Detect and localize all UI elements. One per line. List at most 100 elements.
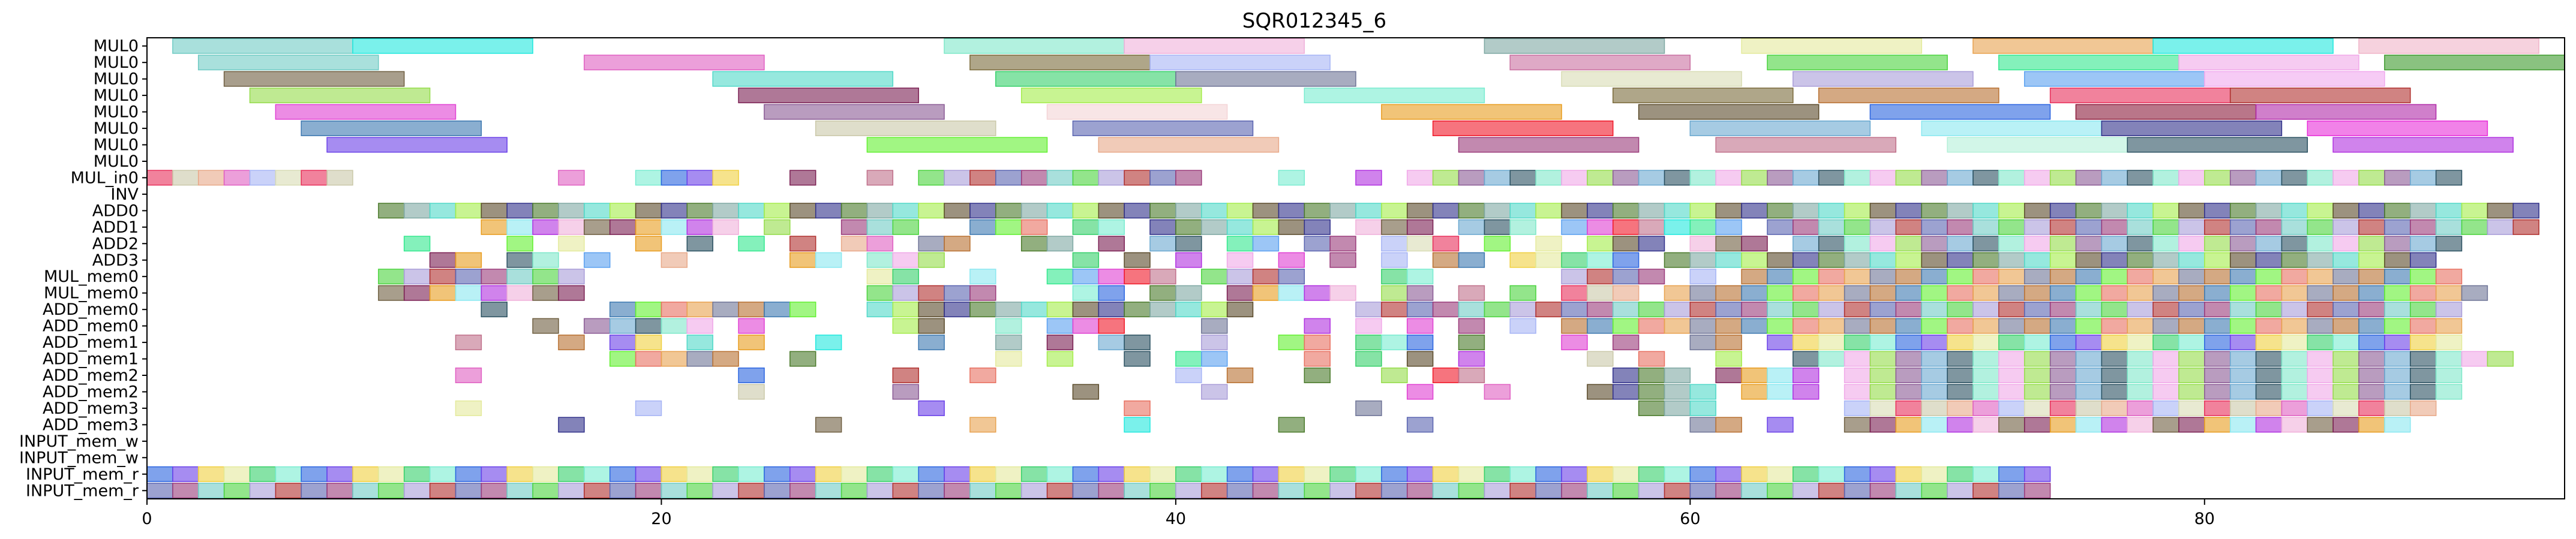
- task-block: [2332, 384, 2359, 400]
- row-label: ADD_mem2: [43, 383, 139, 402]
- task-block: [2127, 318, 2154, 334]
- task-block: [1689, 400, 1716, 416]
- gantt-bar-17: [2384, 55, 2565, 71]
- task-block: [712, 170, 739, 186]
- task-block: [1458, 219, 1485, 235]
- chart-bars: [146, 38, 2565, 499]
- task-block: [789, 252, 816, 268]
- task-block: [660, 302, 688, 318]
- task-block: [1689, 236, 1716, 252]
- task-block: [918, 318, 945, 334]
- task-block: [892, 384, 919, 400]
- task-block: [1947, 466, 1974, 482]
- task-block: [1124, 483, 1151, 499]
- task-block: [1535, 302, 1562, 318]
- task-block: [1869, 170, 1897, 186]
- task-block: [686, 219, 713, 235]
- task-block: [1689, 269, 1716, 285]
- task-block: [1149, 466, 1176, 482]
- task-block: [1638, 400, 1665, 416]
- task-block: [2023, 219, 2051, 235]
- task-block: [1895, 269, 1922, 285]
- task-block: [1741, 170, 1768, 186]
- task-block: [2229, 384, 2257, 400]
- task-block: [1715, 170, 1742, 186]
- task-block: [969, 203, 996, 219]
- task-block: [1664, 252, 1691, 268]
- task-block: [1587, 384, 1614, 400]
- task-block: [635, 318, 662, 334]
- task-block: [1612, 302, 1640, 318]
- task-block: [635, 466, 662, 482]
- task-block: [2204, 351, 2231, 367]
- task-block: [1947, 351, 1974, 367]
- task-block: [1406, 203, 1434, 219]
- task-block: [2023, 302, 2051, 318]
- task-block: [146, 170, 173, 186]
- task-block: [1921, 269, 1948, 285]
- task-block: [1947, 285, 1974, 301]
- task-block: [1844, 302, 1871, 318]
- task-block: [892, 285, 919, 301]
- task-block: [1252, 483, 1280, 499]
- task-block: [1587, 203, 1614, 219]
- task-block: [584, 219, 611, 235]
- row-label: MUL_mem0: [44, 284, 139, 303]
- task-block: [1895, 417, 1922, 433]
- task-block: [2178, 351, 2205, 367]
- task-block: [1869, 384, 1897, 400]
- task-block: [1664, 384, 1691, 400]
- task-block: [840, 483, 868, 499]
- task-block: [2101, 368, 2128, 384]
- task-block: [1947, 384, 1974, 400]
- task-block: [1406, 269, 1434, 285]
- task-block: [2281, 285, 2308, 301]
- task-block: [1895, 219, 1922, 235]
- task-block: [2075, 252, 2103, 268]
- task-block: [1046, 170, 1074, 186]
- task-block: [1355, 400, 1382, 416]
- task-block: [764, 466, 791, 482]
- task-block: [2255, 351, 2283, 367]
- task-block: [2049, 285, 2077, 301]
- row-label: ADD1: [92, 218, 139, 237]
- task-block: [1664, 285, 1691, 301]
- task-block: [1226, 285, 1254, 301]
- row-label: MUL0: [94, 119, 139, 138]
- task-block: [2307, 417, 2334, 433]
- task-block: [2255, 269, 2283, 285]
- task-block: [2023, 170, 2051, 186]
- task-block: [1561, 219, 1588, 235]
- gantt-bar-23: [1793, 71, 1974, 87]
- task-block: [2204, 269, 2231, 285]
- task-block: [1072, 285, 1100, 301]
- task-block: [2101, 252, 2128, 268]
- gantt-bar-34: [275, 104, 457, 120]
- task-block: [892, 466, 919, 482]
- task-block: [2127, 400, 2154, 416]
- gantt-bar-19: [712, 71, 894, 87]
- task-block: [1484, 236, 1511, 252]
- task-block: [1767, 384, 1794, 400]
- task-block: [2049, 236, 2077, 252]
- task-block: [1947, 236, 1974, 252]
- task-block: [1226, 466, 1254, 482]
- task-block: [1381, 285, 1408, 301]
- task-block: [1020, 170, 1048, 186]
- task-block: [944, 236, 971, 252]
- task-block: [892, 318, 919, 334]
- task-block: [1149, 203, 1176, 219]
- task-block: [1149, 236, 1176, 252]
- task-block: [1432, 466, 1460, 482]
- row-label: MUL_in0: [71, 168, 139, 187]
- task-block: [2435, 351, 2463, 367]
- task-block: [1972, 285, 1999, 301]
- task-block: [995, 483, 1022, 499]
- task-block: [197, 170, 225, 186]
- task-block: [403, 236, 431, 252]
- task-block: [1355, 483, 1382, 499]
- task-block: [1535, 170, 1562, 186]
- task-block: [686, 236, 713, 252]
- gantt-bar-29: [1304, 88, 1485, 104]
- task-block: [275, 466, 302, 482]
